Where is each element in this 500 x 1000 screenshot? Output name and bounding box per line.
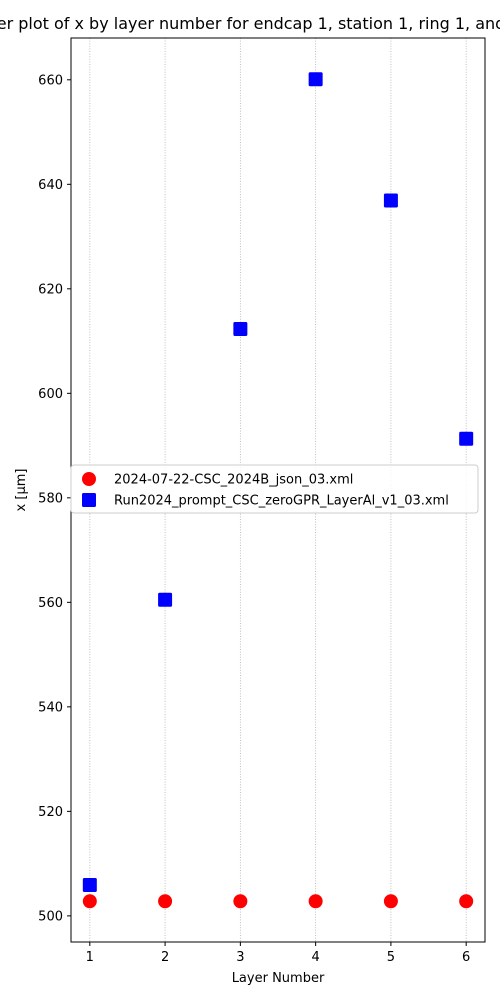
axis-ticks: 1 2 3 4 5 6 500 520 540 560 580 600 620 640 660 [38, 73, 470, 965]
y-tick-label: 640 [38, 178, 63, 193]
data-point [158, 592, 173, 607]
chart-title: Scatter plot of x by layer number for en… [0, 14, 500, 33]
x-tick-label: 6 [462, 950, 470, 965]
data-point [233, 322, 248, 337]
data-point [82, 878, 97, 893]
legend-marker [82, 493, 96, 507]
x-axis-label: Layer Number [232, 971, 325, 986]
x-tick-label: 5 [387, 950, 395, 965]
y-tick-label: 500 [38, 909, 63, 924]
legend: 2024-07-22-CSC_2024B_json_03.xml Run2024_… [70, 464, 479, 514]
y-tick-label: 580 [38, 491, 63, 506]
y-tick-label: 660 [38, 73, 63, 88]
x-tick-label: 3 [236, 950, 244, 965]
data-point [308, 72, 323, 87]
data-point [459, 894, 474, 909]
legend-frame [70, 464, 479, 514]
legend-marker [82, 472, 96, 486]
x-tick-label: 1 [86, 950, 94, 965]
data-points [82, 72, 474, 909]
data-point [459, 431, 474, 446]
data-point [233, 894, 248, 909]
data-point [158, 894, 173, 909]
series-square [82, 72, 474, 893]
legend-entry: Run2024_prompt_CSC_zeroGPR_LayerAl_v1_03… [114, 494, 449, 509]
y-tick-label: 540 [38, 700, 63, 715]
legend-entry: 2024-07-22-CSC_2024B_json_03.xml [114, 473, 353, 488]
x-tick-label: 4 [311, 950, 319, 965]
y-tick-label: 620 [38, 282, 63, 297]
y-tick-label: 520 [38, 805, 63, 820]
data-point [308, 894, 323, 909]
data-point [383, 193, 398, 208]
y-tick-label: 560 [38, 596, 63, 611]
y-tick-label: 600 [38, 387, 63, 402]
y-axis-label: x [µm] [14, 469, 29, 512]
data-point [82, 894, 97, 909]
data-point [383, 894, 398, 909]
x-tick-label: 2 [161, 950, 169, 965]
series-circle [82, 894, 474, 909]
